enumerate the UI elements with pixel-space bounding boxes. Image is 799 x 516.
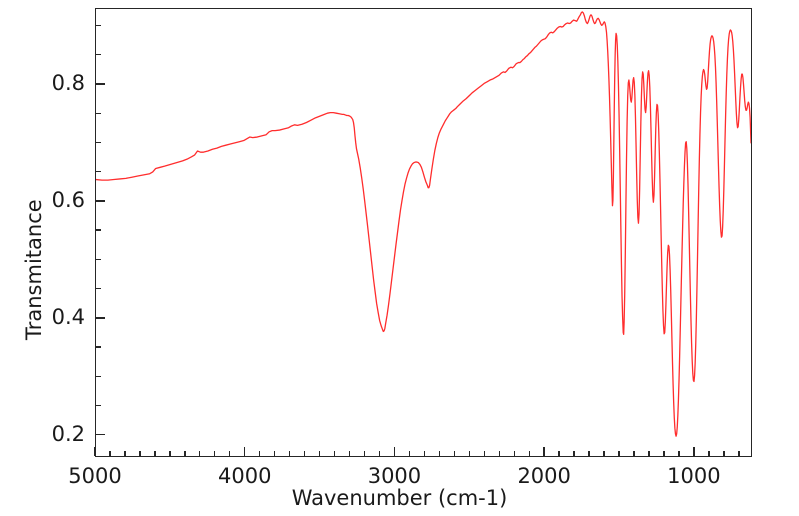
y-tick-major xyxy=(96,83,105,85)
x-tick-minor xyxy=(423,451,426,456)
x-tick-minor xyxy=(573,451,575,456)
x-tick-minor xyxy=(273,451,276,456)
x-tick-minor xyxy=(229,451,231,456)
x-tick-label: 1000 xyxy=(667,464,721,488)
x-tick-minor xyxy=(558,451,560,456)
x-tick-label: 5000 xyxy=(68,464,122,488)
x-tick-major xyxy=(94,447,96,456)
x-tick-minor xyxy=(723,451,725,456)
x-tick-minor xyxy=(678,451,680,456)
x-tick-minor xyxy=(468,451,470,456)
y-tick-label: 0.6 xyxy=(51,187,85,212)
x-tick-major xyxy=(693,447,695,456)
y-tick-minor xyxy=(96,287,101,290)
x-tick-minor xyxy=(528,451,530,456)
x-tick-label: 4000 xyxy=(217,464,272,488)
x-tick-minor xyxy=(139,451,141,456)
x-tick-minor xyxy=(258,451,261,456)
y-tick-minor xyxy=(96,170,101,173)
x-tick-label: 2000 xyxy=(517,464,571,488)
x-tick-minor xyxy=(498,451,500,456)
x-axis-title: Wavenumber (cm-1) xyxy=(291,486,508,510)
x-tick-minor xyxy=(513,451,515,456)
y-tick-major xyxy=(96,200,105,202)
x-tick-minor xyxy=(408,451,411,456)
x-tick-minor xyxy=(303,451,306,456)
spectrum-trace xyxy=(96,12,751,436)
spectrum-svg xyxy=(96,9,751,456)
y-tick-minor xyxy=(96,141,101,144)
y-tick-minor xyxy=(96,258,101,261)
x-tick-minor xyxy=(214,451,216,456)
x-tick-minor xyxy=(738,451,740,456)
x-tick-minor xyxy=(588,451,590,456)
x-tick-minor xyxy=(483,451,485,456)
x-tick-minor xyxy=(109,451,111,456)
x-tick-minor xyxy=(318,451,321,456)
y-axis-title: Transmitance xyxy=(22,199,46,340)
x-tick-minor xyxy=(169,451,171,456)
y-tick-label: 0.8 xyxy=(51,71,85,95)
y-tick-label: 0.4 xyxy=(51,304,85,329)
x-tick-label: 3000 xyxy=(367,464,422,488)
x-tick-major xyxy=(393,447,396,456)
y-tick-minor xyxy=(96,112,101,114)
x-tick-minor xyxy=(333,451,336,456)
y-tick-minor xyxy=(96,346,101,348)
x-tick-minor xyxy=(453,451,456,456)
y-tick-major xyxy=(96,317,105,319)
x-tick-minor xyxy=(288,451,291,456)
y-tick-minor xyxy=(96,24,101,27)
x-tick-minor xyxy=(184,451,186,456)
x-tick-minor xyxy=(363,451,366,456)
plot-area xyxy=(95,8,752,457)
y-tick-minor xyxy=(96,229,101,231)
x-tick-minor xyxy=(708,451,710,456)
x-tick-major xyxy=(543,447,545,456)
x-tick-minor xyxy=(124,451,126,456)
y-tick-major xyxy=(96,434,105,436)
x-tick-minor xyxy=(633,451,635,456)
y-tick-minor xyxy=(96,375,101,377)
x-tick-minor xyxy=(154,451,156,456)
x-tick-minor xyxy=(663,451,665,456)
x-tick-major xyxy=(244,447,246,456)
y-tick-label: 0.2 xyxy=(51,421,85,446)
x-tick-minor xyxy=(603,451,605,456)
x-tick-minor xyxy=(378,451,381,456)
y-tick-minor xyxy=(96,54,101,56)
x-tick-minor xyxy=(348,451,351,456)
x-tick-minor xyxy=(618,451,620,456)
x-tick-minor xyxy=(648,451,650,456)
y-tick-minor xyxy=(96,404,101,407)
x-tick-minor xyxy=(199,451,201,456)
x-tick-minor xyxy=(438,451,441,456)
